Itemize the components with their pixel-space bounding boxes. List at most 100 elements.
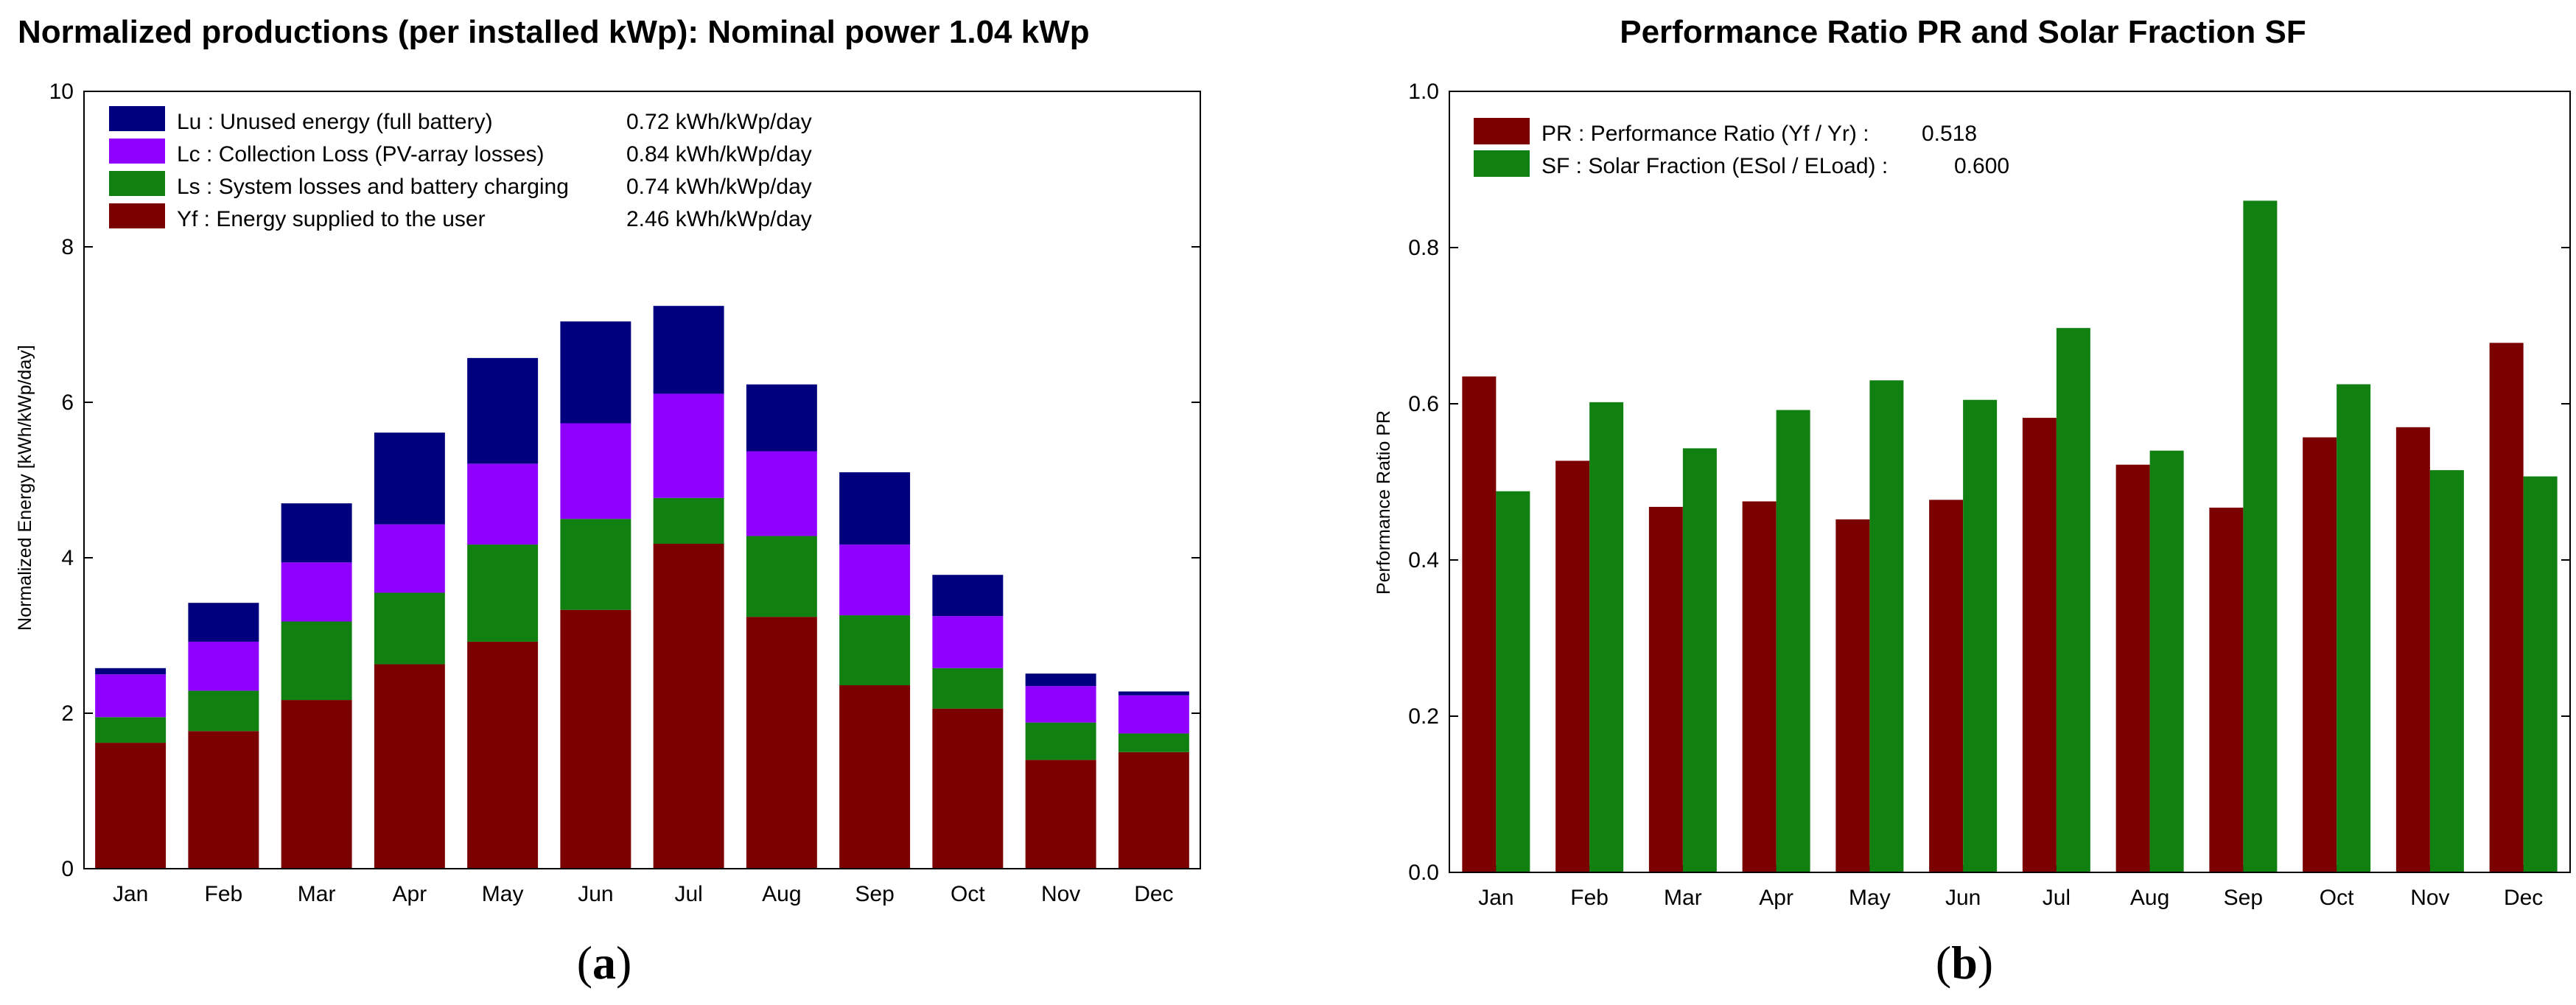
bar-a-lc-mar	[281, 562, 352, 622]
legend-a-swatch-lu	[109, 106, 165, 131]
bar-b-sf-dec	[2523, 476, 2558, 872]
chart-b-y-tick-label: 1.0	[1408, 80, 1439, 104]
legend-b-swatch-pr	[1474, 118, 1530, 144]
bar-a-yf-aug	[746, 617, 817, 869]
bar-b-sf-jun	[1963, 399, 1998, 872]
bar-b-pr-nov	[2395, 427, 2430, 872]
bar-a-lu-feb	[188, 603, 259, 642]
chart-a-x-tick-label: Dec	[1134, 882, 1173, 906]
bar-a-yf-sep	[839, 685, 911, 869]
bar-b-sf-jul	[2056, 328, 2090, 872]
bar-a-lu-apr	[374, 433, 445, 525]
chart-a-y-tick-label: 2	[61, 701, 74, 726]
legend-a-swatch-lc	[109, 139, 165, 164]
bar-a-lc-jan	[95, 674, 167, 718]
chart-b-y-tick-label: 0.6	[1408, 392, 1439, 416]
bar-a-lc-nov	[1025, 686, 1096, 723]
chart-a-ylabel: Normalized Energy [kWh/kWp/day]	[15, 345, 35, 631]
chart-a-y-tick-label: 4	[61, 546, 74, 570]
bar-a-lu-jan	[95, 668, 167, 675]
chart-b-y-tick-label: 0.4	[1408, 548, 1439, 572]
legend-a-swatch-yf	[109, 203, 165, 228]
bar-a-ls-aug	[746, 536, 817, 617]
legend-b-label-sf: SF : Solar Fraction (ESol / ELoad) :	[1541, 154, 1888, 178]
bar-a-lc-sep	[839, 544, 911, 616]
chart-b: Performance Ratio PR and Solar Fraction …	[1373, 14, 2571, 989]
bar-b-pr-aug	[2115, 464, 2150, 872]
bar-b-sf-may	[1869, 380, 1904, 872]
chart-a-x-tick-labels: Jan Feb Mar Apr May Jun Jul Aug Sep Oct Nov Dec	[113, 882, 1174, 906]
chart-b-x-tick-label: Mar	[1664, 886, 1702, 910]
bar-a-ls-nov	[1025, 722, 1096, 760]
legend-a-label-lc: Lc : Collection Loss (PV-array losses)	[177, 142, 545, 167]
chart-a-x-tick-label: Nov	[1041, 882, 1080, 906]
bar-a-lu-jul	[653, 306, 724, 394]
chart-a-x-tick-label: Sep	[855, 882, 894, 906]
chart-b-y-tick-label: 0.8	[1408, 236, 1439, 260]
chart-a-x-tick-label: Jan	[113, 882, 148, 906]
bar-a-lu-dec	[1118, 691, 1189, 696]
bar-a-ls-apr	[374, 592, 445, 665]
chart-a-x-tick-label: Mar	[298, 882, 336, 906]
bar-a-lc-aug	[746, 451, 817, 536]
legend-a-swatch-ls	[109, 171, 165, 196]
chart-b-bars	[1462, 200, 2558, 872]
chart-a-y-tick-label: 8	[61, 235, 74, 259]
chart-b-x-tick-labels: Jan Feb Mar Apr May Jun Jul Aug Sep Oct Nov Dec	[1478, 886, 2543, 910]
bar-a-lu-mar	[281, 503, 352, 563]
chart-a-x-tick-label: Oct	[951, 882, 985, 906]
bar-a-yf-mar	[281, 700, 352, 869]
chart-a-y-tick-label: 10	[49, 80, 74, 104]
bar-a-yf-nov	[1025, 760, 1096, 869]
bar-b-sf-jan	[1496, 491, 1530, 872]
legend-a-label-lu: Lu : Unused energy (full battery)	[177, 110, 493, 134]
bar-b-pr-sep	[2209, 507, 2244, 872]
chart-b-x-tick-label: Dec	[2504, 886, 2543, 910]
bar-a-ls-dec	[1118, 733, 1189, 752]
bar-b-sf-feb	[1589, 402, 1624, 872]
bar-b-sf-oct	[2337, 384, 2371, 872]
bar-b-sf-apr	[1776, 410, 1810, 872]
legend-b-swatch-sf	[1474, 150, 1530, 177]
bar-a-lc-apr	[374, 524, 445, 593]
chart-b-x-tick-label: May	[1849, 886, 1891, 910]
bar-a-ls-mar	[281, 621, 352, 701]
chart-a-bars	[95, 306, 1189, 869]
bar-b-pr-jun	[1929, 500, 1964, 872]
chart-a-plot-frame	[83, 91, 1201, 869]
bar-a-lu-nov	[1025, 673, 1096, 687]
bar-b-sf-mar	[1682, 448, 1717, 872]
bar-a-lu-aug	[746, 384, 817, 452]
bar-a-ls-feb	[188, 690, 259, 732]
bar-b-pr-oct	[2303, 437, 2337, 872]
bar-a-lc-may	[467, 463, 539, 545]
bar-a-yf-jun	[560, 609, 631, 869]
chart-b-x-tick-label: Jan	[1478, 886, 1513, 910]
legend-b-label-pr: PR : Performance Ratio (Yf / Yr) :	[1541, 122, 1869, 146]
bar-a-ls-sep	[839, 615, 911, 686]
bar-a-ls-jul	[653, 497, 724, 544]
chart-b-x-tick-label: Aug	[2130, 886, 2169, 910]
bar-a-lc-dec	[1118, 695, 1189, 734]
legend-a-value-lu: 0.72 kWh/kWp/day	[626, 110, 812, 134]
bar-b-sf-nov	[2429, 470, 2464, 872]
chart-a-y-tick-label: 0	[61, 857, 74, 881]
legend-a-value-ls: 0.74 kWh/kWp/day	[626, 175, 812, 199]
bar-a-lc-jul	[653, 393, 724, 498]
chart-b-x-tick-label: Sep	[2224, 886, 2263, 910]
bar-b-sf-aug	[2149, 450, 2184, 872]
chart-b-legend: PR : Performance Ratio (Yf / Yr) : 0.518…	[1474, 118, 2009, 178]
bar-a-lc-oct	[932, 616, 1004, 668]
bar-b-pr-feb	[1555, 461, 1590, 872]
chart-a-legend: Lu : Unused energy (full battery) 0.72 k…	[109, 106, 812, 231]
chart-b-x-tick-label: Jun	[1945, 886, 1981, 910]
chart-a-x-tick-label: Feb	[205, 882, 243, 906]
chart-a-title: Normalized productions (per installed kW…	[18, 14, 1090, 50]
chart-b-ylabel: Performance Ratio PR	[1373, 410, 1394, 595]
bar-a-lc-feb	[188, 641, 259, 691]
bar-a-ls-oct	[932, 668, 1004, 709]
bar-b-pr-jul	[2022, 418, 2057, 872]
bar-b-pr-may	[1835, 519, 1870, 872]
chart-b-title: Performance Ratio PR and Solar Fraction …	[1620, 14, 2306, 50]
